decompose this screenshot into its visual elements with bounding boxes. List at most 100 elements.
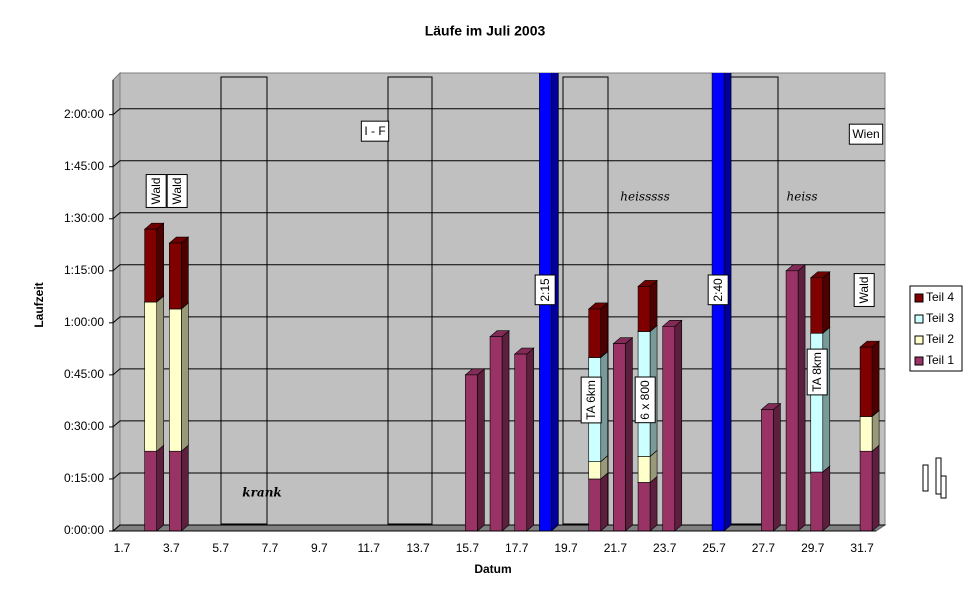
bar bbox=[761, 409, 774, 532]
annotation-text: TA 6km bbox=[584, 380, 598, 420]
bar bbox=[637, 286, 651, 332]
x-tick-label: 23.7 bbox=[653, 541, 677, 555]
legend-label: Teil 2 bbox=[926, 332, 954, 346]
bar-side bbox=[822, 465, 831, 532]
bar-side bbox=[625, 337, 633, 532]
annotation-text: TA 8km bbox=[810, 352, 824, 392]
annotations: Wald Wald I - F Wien Wald krank heisssss heiss 2… bbox=[145, 120, 884, 500]
x-tick-label: 9.7 bbox=[311, 541, 328, 555]
annotation-box bbox=[166, 174, 188, 208]
grid-line bbox=[112, 264, 885, 272]
y-tick-label: 0:00:00 bbox=[64, 523, 104, 537]
annotation: 6 x 800 bbox=[634, 376, 656, 424]
annotation: 2:40 bbox=[707, 274, 729, 306]
annotation: I - F bbox=[360, 120, 390, 142]
bar bbox=[637, 482, 651, 532]
annotation-text: Wald bbox=[170, 178, 184, 205]
y-tick-label: 0:30:00 bbox=[64, 419, 104, 433]
y-tick-label: 1:30:00 bbox=[64, 211, 104, 225]
x-tick-label: 13.7 bbox=[406, 541, 430, 555]
bar bbox=[588, 478, 602, 532]
bar bbox=[588, 461, 602, 480]
y-tick-label: 0:15:00 bbox=[64, 471, 104, 485]
period-box bbox=[562, 76, 609, 525]
bar bbox=[662, 326, 676, 532]
bar-side bbox=[181, 236, 189, 310]
bar-side bbox=[181, 302, 189, 452]
legend-swatch bbox=[914, 314, 924, 324]
bar bbox=[169, 450, 182, 532]
x-tick-label: 27.7 bbox=[752, 541, 776, 555]
annotation: Wald bbox=[853, 273, 875, 307]
x-tick-label: 11.7 bbox=[357, 541, 380, 555]
bars bbox=[143, 57, 880, 532]
annotation-box bbox=[848, 123, 884, 145]
bar bbox=[810, 471, 824, 532]
y-axis-title: Laufzeit bbox=[32, 282, 46, 327]
bar-side bbox=[501, 330, 510, 532]
bar bbox=[859, 346, 873, 417]
annotation: Wien bbox=[848, 123, 884, 145]
x-tick-label: 5.7 bbox=[212, 541, 229, 555]
annotation-text: Wien bbox=[852, 127, 879, 141]
bar bbox=[144, 450, 157, 532]
bar-side bbox=[871, 409, 880, 452]
annotation-box bbox=[534, 274, 556, 306]
x-tick-label: 1.7 bbox=[114, 541, 131, 555]
bar-side bbox=[600, 302, 609, 359]
bar-side bbox=[649, 279, 658, 333]
bar-side bbox=[156, 222, 164, 303]
annotation: TA 8km bbox=[806, 348, 828, 396]
x-tick-label: 25.7 bbox=[702, 541, 726, 555]
x-tick-label: 21.7 bbox=[604, 541, 628, 555]
x-axis-title: Datum bbox=[474, 562, 511, 576]
bar bbox=[613, 343, 626, 532]
x-tick-label: 3.7 bbox=[163, 541, 180, 555]
bar bbox=[169, 308, 182, 452]
legend: Teil 4 Teil 3 Teil 2 Teil 1 bbox=[914, 290, 954, 367]
x-tick-label: 15.7 bbox=[456, 541, 480, 555]
side-wall bbox=[112, 71, 121, 533]
bar bbox=[859, 416, 873, 452]
bar-side bbox=[871, 340, 880, 418]
bar-side bbox=[797, 264, 806, 532]
bar-side bbox=[600, 472, 609, 532]
y-tick-label: 1:45:00 bbox=[64, 159, 104, 173]
bar-side bbox=[674, 319, 683, 532]
annotation-box bbox=[853, 273, 875, 307]
annotation-text: krank bbox=[242, 486, 281, 500]
bar bbox=[785, 270, 799, 532]
bar bbox=[169, 242, 182, 310]
x-tick-label: 19.7 bbox=[554, 541, 578, 555]
bar bbox=[711, 73, 725, 532]
bar bbox=[489, 336, 503, 532]
grid-line bbox=[112, 212, 885, 220]
annotation-text: 2:40 bbox=[711, 278, 725, 302]
x-tick-label: 7.7 bbox=[262, 541, 279, 555]
bar-side bbox=[600, 350, 609, 463]
x-tick-label: 17.7 bbox=[505, 541, 529, 555]
bar bbox=[810, 277, 824, 334]
grid-line bbox=[112, 108, 885, 116]
annotation: Wald bbox=[166, 174, 188, 208]
bar-side bbox=[871, 444, 880, 532]
bar-top bbox=[539, 57, 558, 63]
bar bbox=[859, 450, 873, 532]
period-box bbox=[220, 76, 268, 525]
annotation-box bbox=[360, 120, 390, 142]
bar-side bbox=[156, 444, 164, 532]
bar bbox=[144, 301, 157, 452]
bar-side bbox=[773, 402, 781, 532]
annotation: heisssss bbox=[620, 190, 669, 204]
bar bbox=[144, 228, 157, 303]
annotation-text: 6 x 800 bbox=[638, 380, 652, 420]
annotation-text: heisssss bbox=[620, 190, 669, 204]
annotation: TA 6km bbox=[580, 376, 602, 424]
annotation-box bbox=[145, 174, 167, 208]
bar-side bbox=[526, 347, 535, 532]
bar bbox=[465, 374, 478, 532]
y-tick-label: 0:45:00 bbox=[64, 367, 104, 381]
bar bbox=[637, 456, 651, 483]
legend-label: Teil 3 bbox=[926, 311, 954, 325]
